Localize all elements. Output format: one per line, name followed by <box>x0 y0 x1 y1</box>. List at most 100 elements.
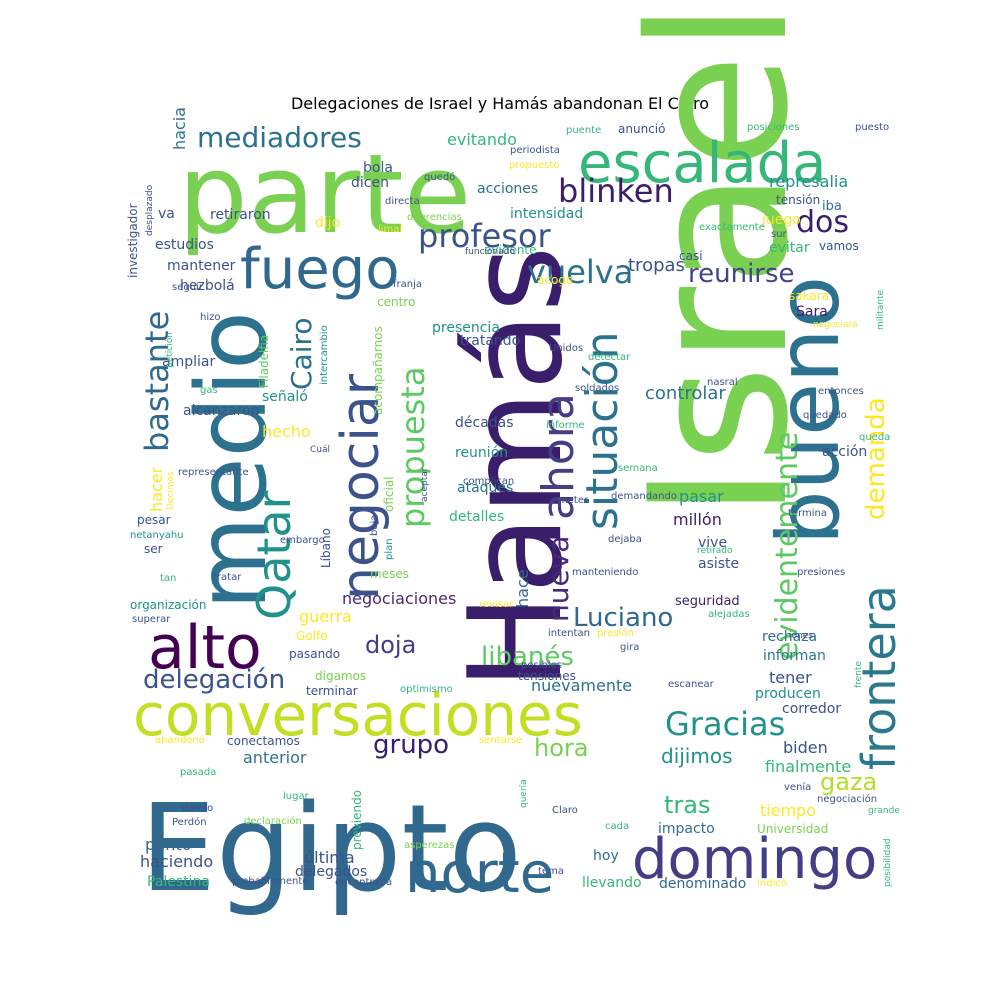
word-libano: Líbano <box>319 528 333 568</box>
word-informe: informe <box>546 420 585 431</box>
word-propuesta: propuesta <box>394 367 432 528</box>
word-netanyahu: netanyahu <box>130 530 184 541</box>
word-conectamos: conectamos <box>227 734 300 748</box>
word-puesto: puesto <box>855 122 889 133</box>
word-escalada: escalada <box>578 131 826 196</box>
word-semana: semana <box>618 463 658 474</box>
word-delegados: delegados <box>295 864 367 880</box>
word-doja: doja <box>365 631 416 659</box>
word-conversaciones: conversaciones <box>133 681 583 749</box>
word-funcionado: funcionado <box>465 247 515 257</box>
word-optimismo: optimismo <box>400 684 453 695</box>
word-cairo: Cairo <box>285 317 318 390</box>
word-tratar: tratar <box>213 572 242 583</box>
word-producen: producen <box>755 686 821 702</box>
word-pasando: pasando <box>289 647 340 661</box>
word-reunirse: reunirse <box>688 259 795 289</box>
word-gas: gas <box>200 385 218 396</box>
word-accion: acción <box>822 444 867 460</box>
word-medio: medio <box>176 311 288 610</box>
word-exactamente: exactamente <box>699 222 765 233</box>
word-anuncio: anunció <box>618 122 665 136</box>
word-posiciones: posiciones <box>747 122 800 133</box>
word-periodista: periodista <box>510 145 560 156</box>
word-dos: dos <box>796 205 849 240</box>
word-estudios: estudios <box>155 237 214 253</box>
word-perdon: Perdón <box>172 816 207 828</box>
word-unidos: Unidos <box>549 343 583 354</box>
word-norte: norte <box>405 841 554 906</box>
word-negociacion: negociación <box>817 793 877 805</box>
word-israel: Israel <box>609 1 830 520</box>
word-queria: quería <box>519 779 529 808</box>
word-dando: dando <box>182 803 213 814</box>
word-claro: Claro <box>552 805 578 816</box>
word-retirado: retirado <box>697 546 733 556</box>
word-gracias: Gracias <box>665 705 785 743</box>
word-declaracion: declaración <box>244 815 302 827</box>
word-hizo: hizo <box>200 312 220 323</box>
word-revisar: revisar <box>479 599 514 610</box>
word-domingo: domingo <box>632 827 877 892</box>
word-hacia: hacia <box>170 107 189 150</box>
word-dijimos: dijimos <box>661 744 733 768</box>
word-bueno: bueno <box>759 276 859 545</box>
word-vuelva: vuelva <box>527 253 633 291</box>
word-punto: punto <box>145 835 192 854</box>
word-probablemente: probablemente <box>232 876 308 887</box>
word-decadas: décadas <box>455 415 514 431</box>
word-demanda: demanda <box>861 397 891 520</box>
word-hamas: Hamás <box>442 246 591 691</box>
word-venia: venía <box>784 781 811 793</box>
word-controlar: controlar <box>645 383 726 404</box>
word-evidentemente: evidentemente <box>770 432 805 660</box>
word-presencia: presencia <box>432 320 500 336</box>
word-soldados: soldados <box>575 383 619 394</box>
word-decimos: Decimos <box>166 471 176 510</box>
word-detectar: detectar <box>588 352 631 363</box>
word-cada: cada <box>605 821 629 832</box>
word-denominado: denominado <box>659 876 746 892</box>
word-alto: alto <box>148 613 262 683</box>
word-profesor: profesor <box>418 217 552 255</box>
word-manteniendo: manteniendo <box>572 567 638 578</box>
word-mediadores: mediadores <box>197 121 362 154</box>
word-llevando: llevando <box>582 875 642 891</box>
word-pesar: pesar <box>137 513 171 527</box>
word-termina: termina <box>788 508 827 519</box>
word-evitando: evitando <box>447 130 517 149</box>
word-parte: parte <box>178 130 471 258</box>
word-senalo: señaló <box>262 389 308 405</box>
word-ataques: ataques <box>457 480 513 496</box>
word-qatar: Qatar <box>247 490 301 620</box>
word-hace: hace <box>513 569 532 608</box>
chart-title: Delegaciones de Israel y Hamás abandonan… <box>290 94 710 113</box>
word-cual: Cuál <box>310 445 330 455</box>
word-indico: indicó <box>757 877 787 889</box>
word-intensidad: intensidad <box>510 206 583 222</box>
word-casi: casi <box>679 249 703 263</box>
word-hoy: hoy <box>593 848 619 864</box>
word-dijo: dijo <box>315 215 340 231</box>
word-pasar: pasar <box>679 487 724 506</box>
word-bastante: bastante <box>138 311 176 452</box>
word-anterior: anterior <box>243 748 307 767</box>
word-limar: limar <box>378 224 404 235</box>
word-frente: frente <box>854 661 864 688</box>
word-hacer: hacer <box>147 466 166 512</box>
word-acoge: acoge <box>537 273 573 287</box>
word-delegacion: delegación <box>143 665 285 695</box>
word-complican: complican <box>463 476 514 487</box>
word-organizacion: organización <box>130 598 207 612</box>
word-aceptar: aceptar <box>420 467 430 502</box>
word-negociara: negociara <box>813 320 858 330</box>
word-presiones: presiones <box>797 567 845 578</box>
word-nasral: nasral <box>707 377 738 388</box>
word-evitar: evitar <box>769 240 810 256</box>
word-entonces: entonces <box>818 386 864 397</box>
word-propuesto: propuesto <box>509 160 559 171</box>
word-frontera: frontera <box>852 585 906 770</box>
word-acompanarnos: acompañarnos <box>371 326 385 415</box>
word-tan: tan <box>160 573 176 584</box>
word-grande: grande <box>868 806 900 816</box>
